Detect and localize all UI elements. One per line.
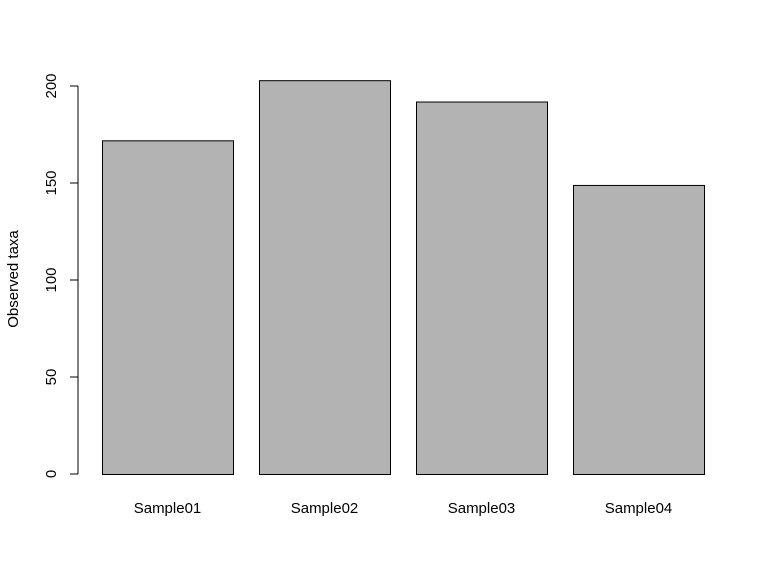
bars	[102, 80, 705, 476]
x-axis-labels: Sample01 Sample02 Sample03 Sample04	[134, 500, 673, 517]
y-tick-label: 150	[43, 170, 60, 195]
y-tick-label: 100	[43, 267, 60, 292]
x-tick-label: Sample01	[134, 500, 202, 517]
y-tick-label: 0	[43, 470, 60, 478]
bar-sample02	[259, 80, 391, 476]
y-axis-label: Observed taxa	[5, 230, 22, 328]
bar-sample04	[573, 184, 705, 475]
bar-sample01	[102, 140, 234, 475]
x-tick-label: Sample02	[291, 500, 359, 517]
y-tick-label: 50	[43, 369, 60, 386]
bar-sample03	[416, 101, 548, 476]
y-tick-label: 200	[43, 73, 60, 98]
x-tick-label: Sample03	[448, 500, 516, 517]
x-tick-label: Sample04	[605, 500, 673, 517]
y-axis: 0 50 100 150 200	[43, 73, 79, 478]
